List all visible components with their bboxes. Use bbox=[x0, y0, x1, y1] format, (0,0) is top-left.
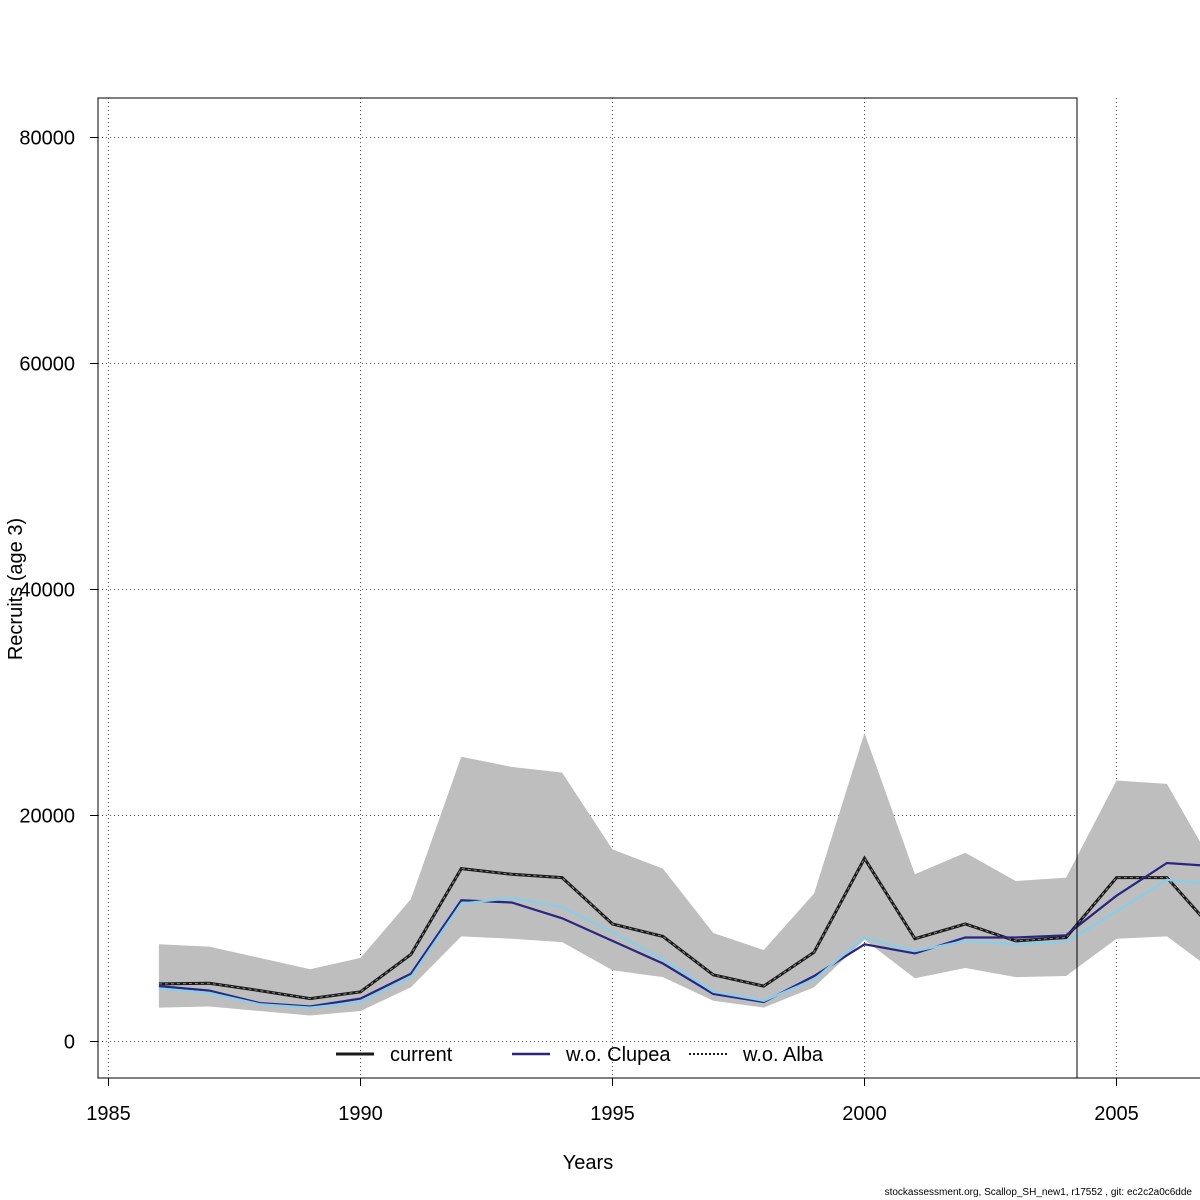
x-axis-label: Years bbox=[563, 1152, 613, 1174]
y-axis: 0 20000 40000 60000 80000 bbox=[19, 128, 99, 1054]
y-tick-label-80000: 80000 bbox=[19, 128, 75, 150]
x-tick-label-1995: 1995 bbox=[590, 1103, 635, 1125]
legend-label-current: current bbox=[390, 1044, 453, 1066]
x-axis: 19851990199520002005201020152020 bbox=[86, 1077, 1200, 1125]
y-tick-label-40000: 40000 bbox=[19, 580, 75, 602]
x-tick-label-1990: 1990 bbox=[338, 1103, 383, 1125]
legend-label-w-o-clupea: w.o. Clupea bbox=[565, 1044, 671, 1066]
y-axis-label: Recruits (age 3) bbox=[5, 518, 27, 660]
series-line-current bbox=[158, 855, 1200, 1001]
legend: current w.o. Clupea w.o. Alba bbox=[336, 1044, 824, 1066]
series-line-w-o-alba bbox=[158, 878, 1200, 1009]
footer-note: stockassessment.org, Scallop_SH_new1, r1… bbox=[884, 1187, 1192, 1198]
y-tick-label-0: 0 bbox=[64, 1032, 75, 1054]
x-tick-label-2005: 2005 bbox=[1094, 1103, 1139, 1125]
y-tick-label-20000: 20000 bbox=[19, 806, 75, 828]
x-tick-label-1985: 1985 bbox=[86, 1103, 131, 1125]
series-line-w-o-clupea bbox=[158, 861, 1200, 1008]
legend-label-w-o-alba: w.o. Alba bbox=[742, 1044, 824, 1066]
x-tick-label-2000: 2000 bbox=[842, 1103, 887, 1125]
series-lines bbox=[158, 855, 1200, 1009]
y-tick-label-60000: 60000 bbox=[19, 354, 75, 376]
